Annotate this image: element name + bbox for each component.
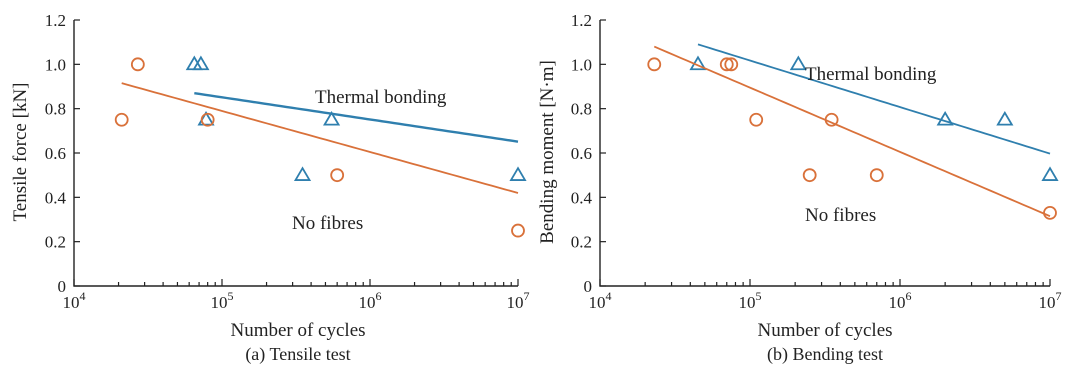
panel-a-point-thermal-bonding — [293, 166, 312, 181]
panel-b-point-no-fibres — [869, 168, 884, 183]
panel-a-xtick-label: 105 — [211, 289, 234, 312]
panel-a-label-no-fibres: No fibres — [292, 213, 363, 234]
panel-a-caption: (a) Tensile test — [245, 344, 350, 365]
panel-a-point-no-fibres — [200, 112, 215, 127]
panel-b-ytick-label: 0 — [584, 277, 593, 296]
panel-b-point-thermal-bonding — [996, 110, 1014, 126]
panel-b-plot-area: 0 0.2 0.4 0.6 0.8 1.0 1.2 104 105 106 107 — [571, 11, 1062, 312]
panel-a-xtick-label: 106 — [359, 289, 382, 312]
panel-a-ytick-label: 0 — [58, 277, 67, 296]
panel-b-point-no-fibres — [749, 112, 764, 127]
panel-b-point-no-fibres — [802, 168, 817, 183]
panel-a-xtick-label: 107 — [507, 289, 530, 312]
panel-a-point-no-fibres — [114, 112, 129, 127]
panel-b-axes — [599, 20, 1050, 287]
panel-b-point-no-fibres — [647, 57, 662, 72]
panel-b-ytick-label: 1.2 — [571, 11, 592, 30]
panel-a-point-thermal-bonding — [323, 110, 341, 126]
panel-a-ytick-label: 0.6 — [45, 144, 66, 163]
panel-b-label-no-fibres: No fibres — [805, 205, 876, 226]
panel-b-label-thermal-bonding: Thermal bonding — [805, 64, 937, 85]
panel-b-point-thermal-bonding — [936, 110, 954, 126]
panel-a-ytick-label: 1.0 — [45, 55, 66, 74]
panel-a-point-no-fibres — [330, 168, 345, 183]
panel-a: 0 0.2 0.4 0.6 0.8 1.0 1.2 104 105 106 107 Tensile … — [10, 11, 530, 365]
panel-b-point-no-fibres — [1043, 205, 1057, 220]
panel-b-point-no-fibres — [724, 57, 739, 72]
panel-b-caption: (b) Bending test — [767, 344, 883, 365]
panel-a-fit-thermal-bonding — [194, 91, 519, 143]
panel-b-fit-thermal-bonding — [697, 43, 1051, 155]
panel-b-ytick-label: 0.8 — [571, 100, 592, 119]
panel-b-point-thermal-bonding — [789, 55, 807, 71]
panel-b-point-thermal-bonding — [1041, 166, 1059, 181]
panel-a-plot-area: 0 0.2 0.4 0.6 0.8 1.0 1.2 104 105 106 107 — [45, 11, 530, 312]
panel-b-xlabel: Number of cycles — [757, 320, 892, 341]
panel-b-point-no-fibres — [719, 57, 734, 72]
panel-b: 0 0.2 0.4 0.6 0.8 1.0 1.2 104 105 106 107 Bending … — [537, 11, 1062, 365]
panel-a-point-no-fibres — [130, 57, 145, 72]
panel-a-point-no-fibres — [511, 223, 525, 238]
panel-b-ytick-label: 0.6 — [571, 144, 592, 163]
panel-a-xlabel: Number of cycles — [230, 320, 365, 341]
panel-b-xtick-label: 107 — [1039, 289, 1062, 312]
panel-a-point-thermal-bonding — [509, 166, 527, 181]
panel-a-xtick-label: 104 — [63, 289, 86, 312]
panel-a-point-thermal-bonding — [192, 55, 210, 71]
panel-a-fit-no-fibres — [121, 82, 519, 194]
panel-b-xtick-label: 104 — [589, 289, 612, 312]
panel-a-ylabel: Tensile force [kN] — [10, 83, 31, 222]
panel-a-ytick-label: 1.2 — [45, 11, 66, 30]
panel-a-ytick-label: 0.4 — [45, 188, 67, 207]
panel-a-ytick-label: 0.8 — [45, 100, 66, 119]
panel-b-ylabel: Bending moment [N·m] — [537, 60, 558, 244]
panel-b-ytick-label: 1.0 — [571, 55, 592, 74]
panel-a-ytick-label: 0.2 — [45, 233, 66, 252]
panel-b-ytick-label: 0.2 — [571, 233, 592, 252]
panel-a-label-thermal-bonding: Thermal bonding — [315, 87, 447, 108]
panel-b-point-no-fibres — [824, 112, 839, 127]
panel-b-xtick-label: 105 — [739, 289, 762, 312]
panel-b-xtick-label: 106 — [889, 289, 912, 312]
panel-b-fit-no-fibres — [653, 45, 1051, 218]
panel-b-ytick-label: 0.4 — [571, 188, 593, 207]
